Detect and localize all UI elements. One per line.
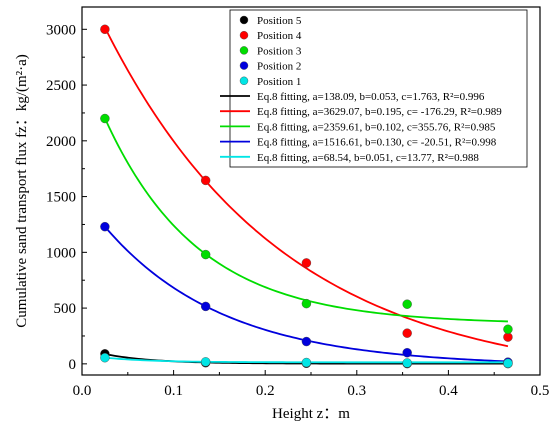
y-tick-label: 0 (69, 357, 77, 373)
legend-marker (239, 15, 249, 25)
data-point (402, 299, 412, 309)
x-axis-label: Height z：m (272, 406, 350, 422)
data-point (200, 175, 211, 186)
data-point (200, 301, 211, 312)
y-tick-label: 2000 (46, 134, 76, 150)
data-point (200, 249, 211, 260)
data-point (301, 258, 312, 268)
data-point (503, 324, 513, 334)
data-point (402, 358, 412, 368)
legend-entry: Position 4 (257, 30, 302, 42)
data-point (200, 357, 211, 367)
data-point (100, 113, 110, 124)
data-point (503, 358, 513, 368)
legend-box (229, 9, 528, 168)
y-tick-label: 500 (54, 301, 77, 317)
x-tick-label: 0.5 (531, 383, 550, 399)
data-point (301, 357, 312, 368)
x-tick-label: 0.3 (347, 383, 366, 399)
y-axis-label: Cumulative sand transport flux fz：kg/(m²… (14, 54, 30, 328)
data-point (301, 336, 312, 347)
data-point (402, 328, 412, 338)
data-point (402, 347, 412, 358)
legend-entry: Eq.8 fitting, a=1516.61, b=0.130, c= -20… (257, 137, 497, 149)
legend-entry: Position 5 (257, 15, 302, 27)
fit-curve (104, 27, 509, 348)
legend-entry: Eq.8 fitting, a=2359.61, b=0.102, c=355.… (257, 121, 496, 133)
legend-marker (239, 31, 249, 40)
x-tick-label: 0.0 (73, 383, 92, 399)
x-tick-label: 0.1 (164, 383, 183, 399)
x-tick-label: 0.4 (439, 383, 458, 399)
legend-marker (239, 61, 249, 70)
legend-entry: Eq.8 fitting, a=68.54, b=0.051, c=13.77,… (257, 152, 479, 164)
y-tick-label: 1500 (46, 190, 76, 206)
legend-entry: Eq.8 fitting, a=138.09, b=0.053, c=1.763… (257, 91, 485, 103)
legend-entry: Position 1 (257, 76, 301, 88)
data-point (100, 221, 110, 232)
y-tick-label: 3000 (46, 22, 76, 38)
data-point (100, 24, 110, 35)
legend-marker (239, 46, 249, 55)
y-tick-label: 1000 (46, 245, 76, 261)
y-tick-label: 2500 (46, 78, 76, 94)
x-tick-label: 0.2 (256, 383, 275, 399)
legend-marker (239, 76, 249, 86)
legend-entry: Position 2 (257, 61, 301, 73)
data-point (301, 298, 312, 309)
legend-entry: Eq.8 fitting, a=3629.07, b=0.195, c= -17… (257, 106, 502, 118)
data-point (100, 353, 110, 363)
legend: Position 5 Position 4 Position 3 Position 2… (220, 9, 528, 168)
legend-entry: Position 3 (257, 45, 302, 57)
